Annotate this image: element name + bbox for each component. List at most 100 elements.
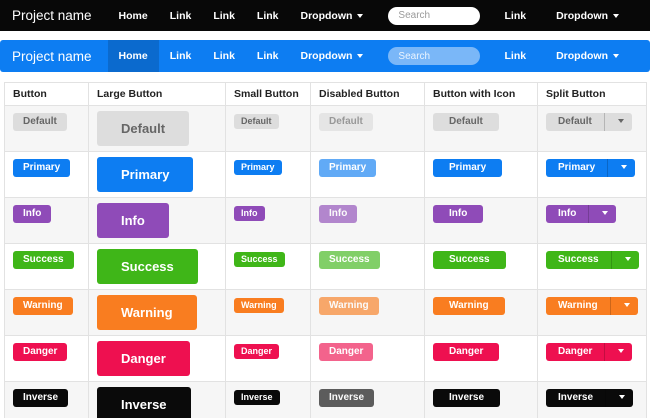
inverse-large-button[interactable]: Inverse [97, 387, 191, 418]
info-icon-button[interactable]: Info [433, 205, 484, 223]
caret-down-icon [624, 257, 631, 262]
success-split-caret-button[interactable] [610, 251, 639, 269]
nav-item-link-3[interactable]: Link [256, 9, 279, 22]
danger-normal-button[interactable]: Danger [13, 343, 68, 361]
default-icon-button[interactable]: Default [433, 113, 499, 131]
default-large-button[interactable]: Default [97, 111, 190, 146]
primary-normal-button[interactable]: Primary [13, 159, 71, 177]
danger-split-button[interactable]: Danger [546, 343, 605, 361]
nav-item-link-right[interactable]: Link [504, 9, 527, 22]
warning-split-button[interactable]: Warning [546, 297, 610, 315]
primary-icon-button[interactable]: Primary [433, 159, 503, 177]
column-header-small-button: Small Button [225, 82, 311, 106]
success-small-button[interactable]: Success [234, 252, 285, 267]
inverse-icon-button[interactable]: Inverse [433, 389, 501, 407]
default-normal-button[interactable]: Default [13, 113, 67, 131]
info-small-button[interactable]: Info [234, 206, 265, 221]
danger-small-button[interactable]: Danger [234, 344, 280, 359]
table-cell: Danger [424, 335, 538, 382]
nav-item-link-3[interactable]: Link [256, 50, 279, 62]
danger-split-caret-button[interactable] [604, 343, 633, 361]
brand[interactable]: Project name [12, 48, 92, 64]
table-cell: Success [4, 243, 89, 290]
warning-large-button[interactable]: Warning [97, 295, 197, 330]
nav-dropdown-right[interactable]: Dropdown [545, 40, 630, 72]
primary-split-caret-button[interactable] [607, 159, 636, 177]
inverse-normal-button[interactable]: Inverse [13, 389, 69, 407]
table-cell: Success [424, 243, 538, 290]
inverse-split-button[interactable]: Inverse [546, 389, 606, 407]
nav-item-link-2[interactable]: Link [213, 9, 235, 22]
success-icon-button[interactable]: Success [433, 251, 506, 269]
warning-small-button[interactable]: Warning [234, 298, 284, 313]
inverse-split-caret-button[interactable] [605, 389, 634, 407]
column-header-large-button: Large Button [88, 82, 226, 106]
nav-item-link-1[interactable]: Link [169, 9, 192, 22]
nav-item-home[interactable]: Home [118, 9, 148, 22]
caret-down-icon [613, 13, 619, 18]
search-input[interactable] [388, 47, 481, 65]
table-cell: Primary [225, 151, 311, 198]
blue-navbar: Project name Home Link Link Link Dropdow… [0, 40, 650, 72]
brand[interactable]: Project name [12, 8, 92, 23]
caret-down-icon [619, 395, 626, 400]
info-split-caret-button[interactable] [588, 205, 617, 223]
nav-item-link-right[interactable]: Link [504, 50, 527, 62]
nav-dropdown[interactable]: Dropdown [290, 0, 375, 31]
table-cell: Info [4, 197, 89, 244]
table-cell: Default [88, 105, 226, 152]
nav-dropdown[interactable]: Dropdown [290, 40, 375, 72]
success-normal-button[interactable]: Success [13, 251, 74, 269]
table-cell: Warning [4, 289, 89, 336]
success-split-button-group: Success [546, 251, 639, 269]
success-large-button[interactable]: Success [97, 249, 198, 284]
primary-split-button-group: Primary [546, 159, 636, 177]
default-disabled-button: Default [319, 113, 373, 131]
default-split-caret-button[interactable] [603, 113, 632, 131]
default-split-button-group: Default [546, 113, 632, 131]
success-split-button[interactable]: Success [546, 251, 611, 269]
inverse-split-button-group: Inverse [546, 389, 634, 407]
danger-icon-button[interactable]: Danger [433, 343, 500, 361]
table-row: Default Default Default Default Default Defau… [4, 105, 647, 152]
nav-item-link-1[interactable]: Link [169, 50, 192, 62]
table-cell: Success [88, 243, 226, 290]
table-row: Inverse Inverse Inverse Inverse Inverse Inver… [4, 381, 647, 418]
column-header-button: Button [4, 82, 89, 106]
table-cell: Warning [88, 289, 226, 336]
search-input[interactable] [388, 6, 481, 25]
success-disabled-button: Success [319, 251, 380, 269]
warning-normal-button[interactable]: Warning [13, 297, 73, 315]
default-split-button[interactable]: Default [546, 113, 604, 131]
table-cell: Primary [537, 151, 647, 198]
table-row: Success Success Success Success Success Succe… [4, 243, 647, 290]
table-cell: Danger [310, 335, 425, 382]
nav-item-home[interactable]: Home [107, 40, 159, 72]
table-header-row: Button Large Button Small Button Disable… [4, 82, 647, 106]
caret-down-icon [621, 165, 628, 170]
caret-down-icon [602, 211, 609, 216]
inverse-small-button[interactable]: Inverse [234, 390, 280, 405]
nav-item-link-2[interactable]: Link [213, 50, 235, 62]
table-row: Warning Warning Warning Warning Warning Warni… [4, 289, 647, 336]
column-header-button-with-icon: Button with Icon [424, 82, 538, 106]
caret-down-icon [617, 119, 624, 124]
danger-large-button[interactable]: Danger [97, 341, 190, 376]
table-cell: Info [424, 197, 538, 244]
info-normal-button[interactable]: Info [13, 205, 52, 223]
primary-large-button[interactable]: Primary [97, 157, 194, 192]
table-cell: Primary [88, 151, 226, 198]
warning-split-caret-button[interactable] [609, 297, 638, 315]
default-small-button[interactable]: Default [234, 114, 279, 129]
warning-icon-button[interactable]: Warning [433, 297, 505, 315]
info-large-button[interactable]: Info [97, 203, 169, 238]
primary-split-button[interactable]: Primary [546, 159, 608, 177]
nav-dropdown-right[interactable]: Dropdown [545, 0, 630, 31]
table-cell: Default [4, 105, 89, 152]
info-split-button[interactable]: Info [546, 205, 589, 223]
table-cell: Inverse [225, 381, 311, 418]
column-header-split-button: Split Button [537, 82, 647, 106]
primary-small-button[interactable]: Primary [234, 160, 282, 175]
table-cell: Inverse [4, 381, 89, 418]
